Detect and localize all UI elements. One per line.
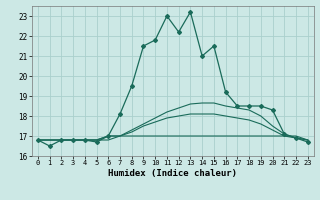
X-axis label: Humidex (Indice chaleur): Humidex (Indice chaleur) — [108, 169, 237, 178]
